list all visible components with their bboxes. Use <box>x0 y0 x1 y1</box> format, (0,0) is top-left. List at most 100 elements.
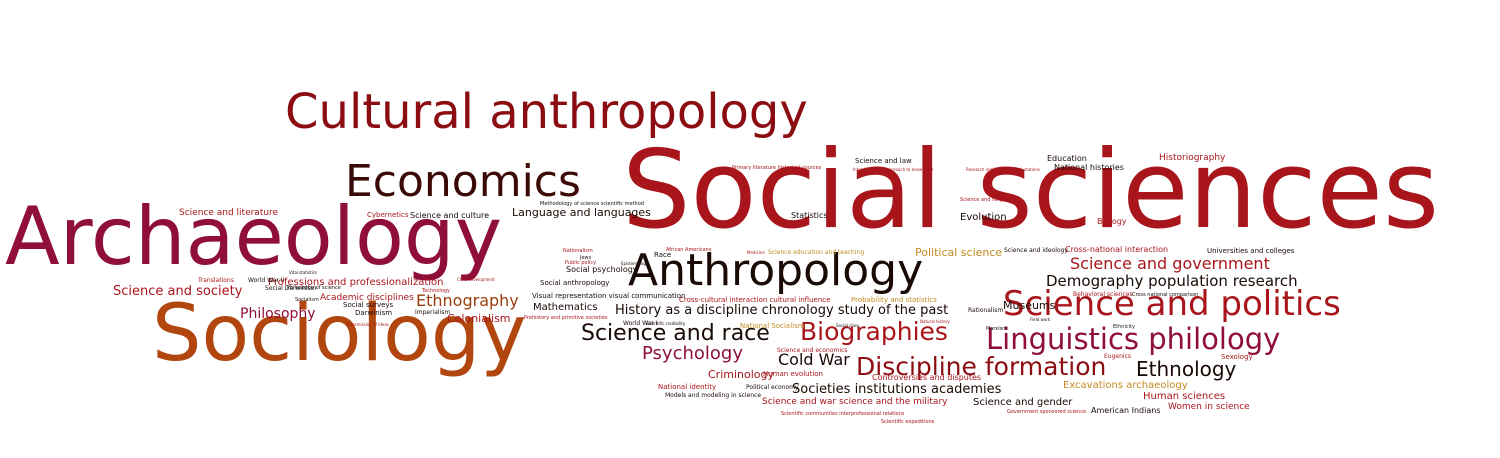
word-behavioral-sciences: Behavioral sciences <box>1073 291 1133 298</box>
word-public-policy: Public policy <box>565 260 597 266</box>
word-historiography: Historiography <box>1159 153 1226 163</box>
word-human-evolution: Human evolution <box>763 370 823 378</box>
word-biographies: Biographies <box>800 317 948 346</box>
word-psychology: Psychology <box>642 343 743 364</box>
word-methodology-of-science-scientific-method: Methodology of science scientific method <box>540 201 644 207</box>
word-cross-cultural-interaction-cultural-influence: Cross-cultural interaction cultural infl… <box>679 296 831 304</box>
word-world-war-ii: World War II <box>248 277 285 284</box>
word-cross-national-comparison: Cross national comparison <box>1132 292 1199 298</box>
word-sexology: Sexology <box>1221 353 1253 361</box>
word-archaeology: Archaeology <box>5 190 503 283</box>
word-linguistics-philology: Linguistics philology <box>986 322 1281 356</box>
word-political-science: Political science <box>915 246 1003 259</box>
word-primary-literature-historical-sources: Primary literature historical sources <box>732 165 822 171</box>
word-science-and-gender: Science and gender <box>973 397 1073 408</box>
word-biology: Biology <box>1097 217 1127 226</box>
word-science-and-literature: Science and literature <box>179 208 279 218</box>
word-science-and-government: Science and government <box>1070 254 1270 273</box>
word-science-and-politics: Science and politics <box>1003 284 1341 324</box>
word-philosophy-of-science: Philosophy of science <box>287 285 341 291</box>
word-colonialism: Colonialism <box>447 312 511 325</box>
word-statistics: Statistics <box>791 211 828 220</box>
word-ethnology: Ethnology <box>1136 357 1237 381</box>
word-demography-population-research: Demography population research <box>1046 272 1298 290</box>
word-social-anthropology: Social anthropology <box>540 279 610 287</box>
word-criminology: Criminology <box>708 368 775 381</box>
word-nationalism: Nationalism <box>563 248 593 254</box>
word-government-sponsored-science: Government sponsored science <box>1007 409 1087 415</box>
word-evolution: Evolution <box>960 212 1007 223</box>
word-vital-statistics: Vital statistics <box>289 270 317 275</box>
word-race: Race <box>654 251 672 259</box>
word-cold-war: Cold War <box>778 350 850 369</box>
word-science-and-ideology: Science and ideology <box>1004 247 1068 254</box>
word-anthropology: Anthropology <box>628 245 924 296</box>
word-history-as-a-discipline-chronology-study-of-the-past: History as a discipline chronology study… <box>615 303 949 318</box>
word-visual-representation-visual-communication: Visual representation visual communicati… <box>532 292 686 300</box>
word-societies-institutions-academies: Societies institutions academies <box>792 382 1002 397</box>
word-child-development: Child development <box>457 277 495 282</box>
word-excavations-archaeology: Excavations archaeology <box>1063 380 1188 391</box>
word-natural-history: Natural history <box>920 319 950 324</box>
word-models-and-modeling-in-science: Models and modeling in science <box>665 392 762 399</box>
word-social-darwinism: Social Darwinism <box>265 285 317 292</box>
word-national-socialism: National Socialism <box>740 322 805 330</box>
word-ethnicity: Ethnicity <box>1113 324 1135 330</box>
word-marxism: Marxism <box>986 326 1008 332</box>
word-scientific-expeditions: Scientific expeditions <box>881 419 935 425</box>
word-cross-national-interaction: Cross-national interaction <box>1065 245 1169 254</box>
word-interdisciplinary-approach-to-knowledge: Interdisciplinary approach to knowledge <box>853 167 934 172</box>
word-national-identity: National identity <box>658 383 717 391</box>
word-rationalism: Rationalism <box>968 307 1004 314</box>
word-cultural-anthropology: Cultural anthropology <box>285 84 808 140</box>
word-technology: Technology <box>422 288 451 294</box>
word-science-and-religion: Science and religion <box>960 197 1011 203</box>
word-language-and-languages: Language and languages <box>512 206 651 219</box>
word-eugenics: Eugenics <box>1104 353 1131 360</box>
word-human-sciences: Human sciences <box>1143 391 1226 402</box>
word-universities-and-colleges: Universities and colleges <box>1207 247 1295 255</box>
word-social-psychology: Social psychology <box>566 265 638 274</box>
word-mathematics: Mathematics <box>533 302 598 313</box>
word-american-indians: American Indians <box>1091 406 1161 415</box>
word-science-and-economics: Science and economics <box>777 347 848 354</box>
word-ethnography: Ethnography <box>416 291 519 310</box>
word-medicine: Medicine <box>747 250 765 255</box>
word-probability-and-statistics: Probability and statistics <box>851 296 937 304</box>
word-philosophy: Philosophy <box>240 306 316 322</box>
word-world-war-i: World War I <box>623 320 658 327</box>
word-cybernetics: Cybernetics <box>367 211 409 219</box>
word-science-and-culture: Science and culture <box>410 211 490 220</box>
word-controversies-and-disputes: Controversies and disputes <box>872 373 982 382</box>
word-research-institutes-research-stations: Research institutes research stations <box>966 167 1040 172</box>
word-science-and-war-science-and-the-military: Science and war science and the military <box>762 397 948 407</box>
word-women-in-science: Women in science <box>1168 402 1250 412</box>
word-scientific-communities-interprofessional-relations: Scientific communities interprofessional… <box>781 411 905 417</box>
word-social-sciences: Social sciences <box>622 128 1440 253</box>
word-economics: Economics <box>345 156 581 207</box>
word-academic-disciplines: Academic disciplines <box>320 293 414 303</box>
word-science-and-society: Science and society <box>113 284 243 299</box>
word-sociology: Sociology <box>152 289 527 379</box>
word-translations: Translations <box>198 277 234 284</box>
word-prehistory-and-primitive-societies: Prehistory and primitive societies <box>524 315 608 321</box>
word-science-education-and-teaching: Science education and teaching <box>768 249 865 256</box>
word-professions-and-professionalization: Professions and professionalization <box>268 277 444 288</box>
word-social-surveys: Social surveys <box>343 301 394 309</box>
word-political-economy: Political economy <box>746 384 799 391</box>
word-field-work: Field work <box>1030 317 1051 322</box>
word-museums: Museums <box>1003 299 1056 312</box>
word-imperialism: Imperialism <box>415 309 451 316</box>
word-education: Education <box>1047 154 1087 163</box>
word-national-histories: National histories <box>1054 163 1124 172</box>
word-discipline-formation: Discipline formation <box>856 352 1107 381</box>
word-african-americans: African Americans <box>666 247 712 253</box>
word-scientific-credibility: Scientific credibility <box>646 321 686 326</box>
word-darwinism: Darwinism <box>355 309 393 317</box>
word-jews: Jews <box>580 255 592 261</box>
word-science-and-race: Science and race <box>581 321 770 346</box>
word-transmission-of-ideas: Transmission of ideas <box>346 322 389 327</box>
word-socialism: Socialism <box>295 297 319 303</box>
word-science-and-law: Science and law <box>855 157 912 165</box>
